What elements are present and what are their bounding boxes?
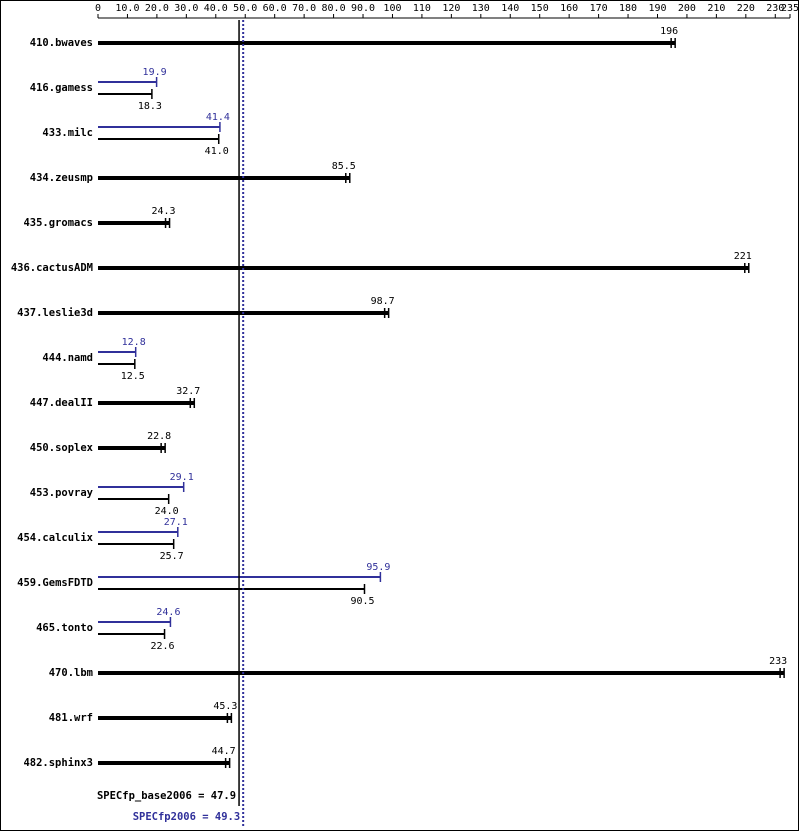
x-tick-label: 170 [590, 3, 608, 14]
category-label: 459.GemsFDTD [17, 577, 93, 589]
category-label: 410.bwaves [30, 37, 93, 49]
value-label: 22.8 [147, 431, 171, 442]
category-label: 437.leslie3d [17, 307, 93, 319]
category-label: 433.milc [42, 127, 93, 139]
value-label: 22.6 [151, 641, 175, 652]
value-label: 24.6 [156, 607, 180, 618]
value-label: 44.7 [212, 746, 236, 757]
x-tick-label: 100 [383, 3, 401, 14]
value-label: 18.3 [138, 101, 162, 112]
x-tick-label: 120 [442, 3, 460, 14]
category-label: 434.zeusmp [30, 172, 93, 184]
category-label: 465.tonto [36, 622, 93, 634]
x-tick-label: 190 [648, 3, 666, 14]
value-label: 41.0 [205, 146, 229, 157]
reference-label: SPECfp_base2006 = 47.9 [97, 790, 236, 802]
x-tick-label: 30.0 [174, 3, 198, 14]
x-tick-label: 10.0 [115, 3, 139, 14]
value-label: 32.7 [176, 386, 200, 397]
category-label: 444.namd [42, 352, 93, 364]
x-tick-label: 235 [781, 3, 799, 14]
value-label: 29.1 [170, 472, 194, 483]
category-label: 447.dealII [30, 397, 93, 409]
value-label: 196 [660, 26, 678, 37]
x-tick-label: 90.0 [351, 3, 375, 14]
x-tick-label: 0 [95, 3, 101, 14]
category-label: 482.sphinx3 [23, 757, 93, 769]
value-label: 98.7 [371, 296, 395, 307]
value-label: 90.5 [350, 596, 374, 607]
category-label: 481.wrf [49, 712, 93, 724]
x-tick-label: 200 [678, 3, 696, 14]
x-tick-label: 150 [531, 3, 549, 14]
value-label: 41.4 [206, 112, 230, 123]
value-label: 45.3 [213, 701, 237, 712]
x-tick-label: 70.0 [292, 3, 316, 14]
category-label: 416.gamess [30, 82, 93, 94]
value-label: 24.0 [155, 506, 179, 517]
value-label: 233 [769, 656, 787, 667]
value-label: 12.5 [121, 371, 145, 382]
value-label: 19.9 [143, 67, 167, 78]
value-label: 27.1 [164, 517, 188, 528]
x-tick-label: 40.0 [204, 3, 228, 14]
category-label: 450.soplex [30, 442, 94, 454]
x-tick-label: 20.0 [145, 3, 169, 14]
x-tick-label: 80.0 [322, 3, 346, 14]
x-tick-label: 60.0 [263, 3, 287, 14]
category-label: 453.povray [30, 487, 94, 499]
x-tick-label: 140 [501, 3, 519, 14]
category-label: 470.lbm [49, 667, 93, 679]
value-label: 25.7 [160, 551, 184, 562]
x-tick-label: 50.0 [233, 3, 257, 14]
value-label: 12.8 [122, 337, 146, 348]
x-tick-label: 160 [560, 3, 578, 14]
value-label: 85.5 [332, 161, 356, 172]
value-label: 95.9 [366, 562, 390, 573]
category-label: 435.gromacs [23, 217, 93, 229]
x-tick-label: 230 [766, 3, 784, 14]
reference-label: SPECfp2006 = 49.3 [133, 811, 240, 823]
x-tick-label: 180 [619, 3, 637, 14]
category-label: 436.cactusADM [11, 262, 93, 274]
x-tick-label: 220 [737, 3, 755, 14]
x-tick-label: 210 [707, 3, 725, 14]
category-label: 454.calculix [17, 532, 94, 544]
x-tick-label: 110 [413, 3, 431, 14]
value-label: 24.3 [152, 206, 176, 217]
value-label: 221 [734, 251, 752, 262]
x-tick-label: 130 [472, 3, 490, 14]
